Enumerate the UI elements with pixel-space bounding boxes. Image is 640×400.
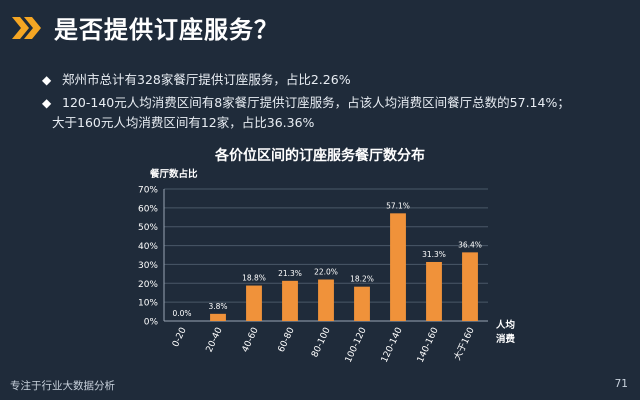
bullet-text: 大于160元人均消费区间有12家，占比36.36% (52, 115, 315, 130)
bar (390, 213, 406, 321)
x-tick-label: 20-40 (205, 326, 225, 354)
page-number: 71 (614, 378, 628, 390)
page-title: 是否提供订座服务？ (54, 16, 279, 44)
x-tick-label: 120-140 (380, 326, 405, 365)
data-label: 18.2% (350, 275, 374, 284)
data-label: 36.4% (458, 240, 482, 249)
y-tick-label: 30% (138, 261, 158, 271)
y-tick-label: 50% (138, 223, 158, 233)
bullet-list: ◆ 郑州市总计有328家餐厅提供订座服务，占比2.26% ◆ 120-140元人… (34, 70, 624, 136)
bullet-text: 120-140元人均消费区间有8家餐厅提供订座服务，占该人均消费区间餐厅总数的5… (62, 95, 570, 110)
x-tick-label: 60-80 (277, 326, 297, 354)
bullet-item: ◆ 郑州市总计有328家餐厅提供订座服务，占比2.26% (34, 70, 624, 90)
bar (462, 252, 478, 321)
diamond-bullet-icon: ◆ (42, 73, 52, 87)
data-label: 0.0% (172, 309, 191, 318)
x-axis-label-line1: 人均 (496, 319, 516, 331)
y-axis-label: 餐厅数占比 (149, 168, 198, 180)
x-tick-label: 100-120 (344, 326, 369, 365)
y-tick-label: 70% (138, 186, 158, 196)
y-tick-label: 10% (138, 299, 158, 309)
data-label: 31.3% (422, 250, 446, 259)
y-tick-label: 20% (138, 280, 158, 290)
bar (246, 285, 262, 321)
slide-header: 是否提供订座服务？ (0, 0, 640, 56)
y-tick-label: 0% (144, 318, 159, 328)
bar (318, 279, 334, 321)
bar (426, 261, 442, 321)
footer-text: 专注于行业大数据分析 (10, 380, 115, 392)
double-chevron-right-icon (12, 17, 41, 39)
bar (210, 313, 226, 321)
data-label: 18.8% (242, 274, 266, 283)
data-label: 3.8% (208, 302, 227, 311)
y-tick-label: 40% (138, 242, 158, 252)
x-tick-label: 40-60 (241, 326, 261, 354)
bullet-item: ◆ 120-140元人均消费区间有8家餐厅提供订座服务，占该人均消费区间餐厅总数… (34, 93, 624, 113)
data-label: 21.3% (278, 269, 302, 278)
x-tick-label: 140-160 (416, 326, 441, 365)
chart-title: 各价位区间的订座服务餐厅数分布 (215, 148, 425, 164)
bullet-text: 郑州市总计有328家餐厅提供订座服务，占比2.26% (62, 72, 351, 87)
bullet-item-continuation: 大于160元人均消费区间有12家，占比36.36% (34, 113, 624, 133)
bar (282, 280, 298, 321)
bar (354, 286, 370, 321)
diamond-bullet-icon: ◆ (42, 96, 52, 110)
x-tick-label: 0-20 (171, 326, 189, 349)
x-axis-label-line2: 消费 (496, 333, 516, 345)
y-tick-label: 60% (138, 204, 158, 214)
x-tick-label: 大于160 (451, 325, 477, 362)
data-label: 22.0% (314, 268, 338, 277)
data-label: 57.1% (386, 201, 410, 210)
x-tick-label: 80-100 (310, 326, 333, 359)
